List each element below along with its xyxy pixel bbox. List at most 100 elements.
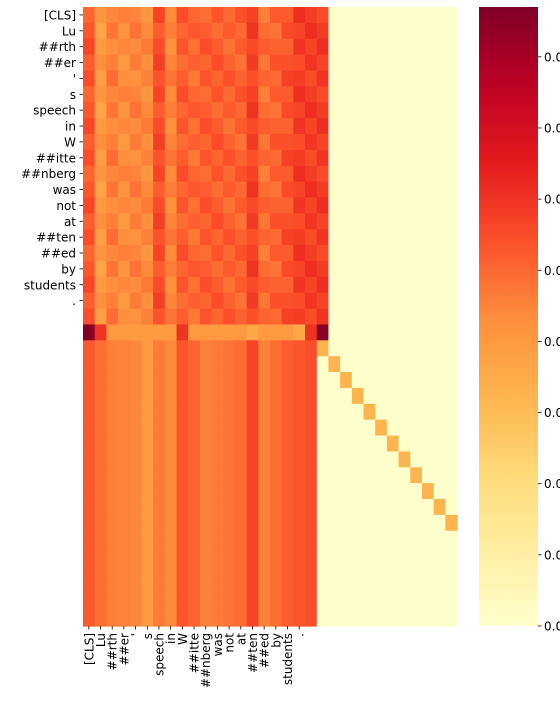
heatmap-cell	[293, 514, 306, 532]
heatmap-cell	[281, 578, 294, 595]
heatmap-cell	[129, 133, 143, 151]
heatmap-cell	[94, 308, 107, 326]
heatmap-cell	[363, 578, 376, 595]
heatmap-cell	[270, 403, 283, 421]
heatmap-cell	[258, 562, 271, 579]
heatmap-cell	[199, 419, 213, 437]
heatmap-cell	[421, 340, 435, 357]
heatmap-cell	[340, 610, 353, 627]
heatmap-cell	[421, 292, 435, 310]
heatmap-cell	[363, 22, 376, 40]
heatmap-cell	[188, 356, 201, 373]
heatmap-cell	[398, 165, 411, 183]
heatmap-cell	[270, 467, 283, 484]
heatmap-cell	[258, 181, 271, 199]
heatmap-cell	[281, 54, 294, 72]
heatmap-cell	[340, 387, 353, 405]
heatmap-cell	[281, 403, 294, 421]
heatmap-cell	[328, 118, 341, 135]
heatmap-cell	[199, 54, 213, 72]
heatmap-cell	[94, 562, 107, 579]
heatmap-cell	[316, 530, 330, 548]
heatmap-cell	[141, 7, 154, 24]
heatmap-cell	[351, 514, 365, 532]
heatmap-cell	[375, 578, 388, 595]
heatmap-cell	[351, 387, 365, 405]
heatmap-cell	[351, 308, 365, 326]
heatmap-cell	[141, 546, 154, 564]
heatmap-cell	[176, 292, 189, 310]
heatmap-cell	[246, 467, 259, 484]
heatmap-cell	[246, 181, 259, 199]
heatmap-cell	[106, 546, 119, 564]
heatmap-cell	[305, 546, 318, 564]
x-tick-label: speech	[152, 633, 166, 676]
heatmap-cell	[410, 530, 423, 548]
heatmap-cell	[164, 149, 178, 167]
heatmap-cell	[188, 467, 201, 484]
heatmap-cell	[211, 245, 224, 262]
heatmap-cell	[270, 356, 283, 373]
heatmap-cell	[433, 610, 446, 627]
heatmap-cell	[188, 546, 201, 564]
heatmap-cell	[328, 530, 341, 548]
heatmap-cell	[340, 165, 353, 183]
heatmap-cell	[153, 546, 166, 564]
heatmap-cell	[433, 372, 446, 389]
heatmap-cell	[258, 546, 271, 564]
heatmap-cell	[386, 499, 400, 516]
heatmap-cell	[363, 260, 376, 278]
heatmap-cell	[129, 340, 143, 357]
heatmap-cell	[375, 594, 388, 611]
heatmap-cell	[94, 467, 107, 484]
heatmap-cell	[164, 324, 178, 341]
heatmap-cell	[141, 54, 154, 72]
heatmap-cell	[164, 102, 178, 119]
heatmap-cell	[223, 356, 236, 373]
heatmap-cell	[281, 530, 294, 548]
heatmap-cell	[351, 419, 365, 437]
heatmap-cell	[410, 467, 423, 484]
heatmap-cell	[129, 594, 143, 611]
heatmap-cell	[305, 86, 318, 103]
heatmap-cell	[340, 308, 353, 326]
heatmap-cell	[258, 514, 271, 532]
heatmap-cell	[234, 340, 248, 357]
heatmap-cell	[153, 308, 166, 326]
heatmap-cell	[281, 213, 294, 230]
heatmap-cell	[94, 530, 107, 548]
heatmap-cell	[340, 197, 353, 214]
heatmap-cell	[246, 213, 259, 230]
heatmap-cell	[176, 213, 189, 230]
heatmap-cell	[106, 22, 119, 40]
heatmap-cell	[94, 451, 107, 468]
heatmap-cell	[129, 245, 143, 262]
heatmap-cell	[83, 340, 96, 357]
heatmap-cell	[375, 530, 388, 548]
heatmap-cell	[118, 387, 131, 405]
heatmap-cell	[83, 419, 96, 437]
heatmap-cell	[398, 149, 411, 167]
heatmap-cell	[246, 578, 259, 595]
heatmap-cell	[433, 245, 446, 262]
heatmap-cell	[141, 70, 154, 87]
heatmap-cell	[129, 102, 143, 119]
heatmap-cell	[176, 435, 189, 453]
heatmap-cell	[305, 610, 318, 627]
heatmap-cell	[223, 276, 236, 294]
heatmap-cell	[83, 387, 96, 405]
x-tick-label: ##ed	[258, 633, 272, 668]
heatmap-cell	[328, 181, 341, 199]
heatmap-cell	[410, 562, 423, 579]
heatmap-cell	[141, 86, 154, 103]
heatmap-cell	[83, 594, 96, 611]
heatmap-cell	[141, 197, 154, 214]
heatmap-cell	[305, 530, 318, 548]
heatmap-cell	[118, 403, 131, 421]
heatmap-cell	[375, 102, 388, 119]
heatmap-cell	[118, 546, 131, 564]
heatmap-cell	[363, 387, 376, 405]
heatmap-cell	[141, 435, 154, 453]
heatmap-cell	[153, 133, 166, 151]
heatmap-cell	[316, 483, 330, 500]
